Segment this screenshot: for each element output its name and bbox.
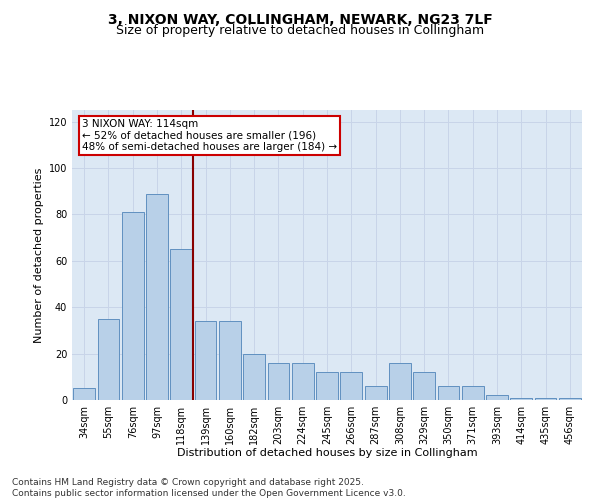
Bar: [316, 372, 338, 400]
Bar: [292, 363, 314, 400]
Bar: [73, 388, 95, 400]
Bar: [437, 386, 460, 400]
Bar: [268, 363, 289, 400]
Bar: [219, 321, 241, 400]
Bar: [170, 249, 192, 400]
Text: 3, NIXON WAY, COLLINGHAM, NEWARK, NG23 7LF: 3, NIXON WAY, COLLINGHAM, NEWARK, NG23 7…: [107, 12, 493, 26]
Bar: [146, 194, 168, 400]
Bar: [365, 386, 386, 400]
Bar: [97, 319, 119, 400]
Bar: [389, 363, 411, 400]
X-axis label: Distribution of detached houses by size in Collingham: Distribution of detached houses by size …: [176, 448, 478, 458]
Bar: [413, 372, 435, 400]
Bar: [535, 398, 556, 400]
Bar: [243, 354, 265, 400]
Bar: [340, 372, 362, 400]
Bar: [486, 396, 508, 400]
Bar: [511, 398, 532, 400]
Bar: [122, 212, 143, 400]
Text: 3 NIXON WAY: 114sqm
← 52% of detached houses are smaller (196)
48% of semi-detac: 3 NIXON WAY: 114sqm ← 52% of detached ho…: [82, 118, 337, 152]
Bar: [194, 321, 217, 400]
Y-axis label: Number of detached properties: Number of detached properties: [34, 168, 44, 342]
Bar: [462, 386, 484, 400]
Bar: [559, 398, 581, 400]
Text: Size of property relative to detached houses in Collingham: Size of property relative to detached ho…: [116, 24, 484, 37]
Text: Contains HM Land Registry data © Crown copyright and database right 2025.
Contai: Contains HM Land Registry data © Crown c…: [12, 478, 406, 498]
